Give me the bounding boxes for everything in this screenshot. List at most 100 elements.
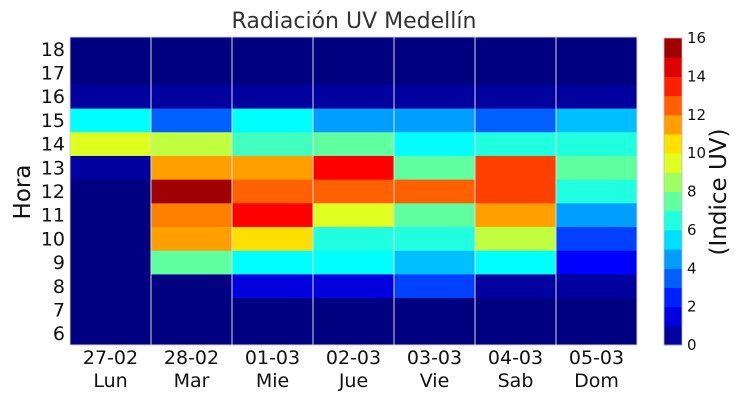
- heatmap-cell: [313, 84, 395, 109]
- x-tick-day: Dom: [574, 370, 619, 392]
- y-tick-label: 14: [41, 134, 65, 156]
- heatmap-cell: [394, 250, 476, 275]
- heatmap-cell: [313, 155, 395, 180]
- heatmap-cell: [151, 297, 233, 322]
- heatmap-cell: [151, 60, 233, 85]
- plot-frame: [69, 36, 638, 346]
- y-tick-label: 11: [41, 205, 65, 227]
- heatmap-cells: [70, 37, 638, 346]
- heatmap-cell: [556, 108, 638, 133]
- heatmap-cell: [70, 202, 152, 228]
- heatmap-cell: [313, 108, 395, 133]
- colorbar-segment: [664, 114, 682, 135]
- heatmap-cell: [556, 226, 638, 251]
- heatmap-cell: [313, 131, 395, 156]
- colorbar-tick-label: 12: [687, 106, 706, 124]
- colorbar-segment: [664, 191, 682, 212]
- heatmap-cell: [394, 84, 476, 109]
- heatmap-cell: [232, 250, 314, 275]
- heatmap-cell: [394, 202, 476, 228]
- x-tick-date: 01-03: [245, 347, 300, 369]
- colorbar-segment: [664, 153, 682, 173]
- x-tick-day: Sab: [498, 370, 534, 392]
- heatmap-cell: [151, 226, 233, 251]
- colorbar-segment: [664, 268, 682, 288]
- heatmap-cell: [151, 250, 233, 275]
- colorbar-frame: [663, 37, 683, 346]
- heatmap-cell: [232, 131, 314, 156]
- colorbar-tick-label: 2: [687, 298, 697, 316]
- colorbar-segment: [664, 210, 682, 231]
- heatmap-cell: [151, 273, 233, 299]
- colorbar-tick-label: 4: [687, 259, 697, 277]
- y-tick-label: 15: [41, 110, 65, 132]
- heatmap-cell: [70, 297, 152, 322]
- colorbar-tick-label: 8: [687, 183, 697, 201]
- heatmap-cell: [556, 202, 638, 228]
- heatmap-cell: [232, 155, 314, 180]
- colorbar-tick-label: 14: [687, 67, 706, 85]
- y-tick-label: 8: [53, 276, 65, 298]
- heatmap-cell: [394, 179, 476, 204]
- heatmap-cell: [556, 321, 638, 346]
- heatmap-cell: [70, 60, 152, 85]
- heatmap-cell: [394, 226, 476, 251]
- colorbar-segment: [664, 38, 682, 58]
- colorbar-segment: [664, 57, 682, 77]
- heatmap-cell: [556, 297, 638, 322]
- heatmap-cell: [151, 202, 233, 228]
- heatmap-cell: [232, 273, 314, 299]
- x-tick-day: Vie: [420, 370, 450, 392]
- x-tick-day: Jue: [338, 370, 368, 392]
- heatmap-cell: [475, 108, 557, 133]
- heatmap-cell: [232, 37, 314, 62]
- heatmap-cell: [232, 297, 314, 322]
- x-tick-date: 03-03: [407, 347, 462, 369]
- heatmap-cell: [70, 179, 152, 204]
- heatmap-cell: [232, 60, 314, 85]
- heatmap-cell: [556, 84, 638, 109]
- y-tick-label: 7: [53, 299, 65, 321]
- y-tick-label: 6: [53, 323, 65, 345]
- colorbar-segment: [664, 172, 682, 192]
- heatmap-cell: [475, 60, 557, 85]
- x-tick-date: 02-03: [326, 347, 381, 369]
- heatmap-cell: [394, 321, 476, 346]
- heatmap-cell: [475, 226, 557, 251]
- chart-title: Radiación UV Medellín: [232, 9, 477, 34]
- colorbar-tick-label: 0: [687, 336, 697, 354]
- x-tick-date: 04-03: [488, 347, 543, 369]
- heatmap-cell: [151, 179, 233, 204]
- y-tick-label: 9: [53, 252, 65, 274]
- y-tick-label: 18: [41, 39, 65, 61]
- heatmap-cell: [313, 202, 395, 228]
- heatmap-cell: [313, 60, 395, 85]
- x-tick-date: 28-02: [164, 347, 219, 369]
- heatmap-cell: [70, 84, 152, 109]
- heatmap-cell: [232, 321, 314, 346]
- heatmap-cell: [475, 202, 557, 228]
- heatmap-cell: [313, 321, 395, 346]
- gridlines: [150, 37, 557, 345]
- heatmap-cell: [475, 273, 557, 299]
- heatmap-cell: [232, 179, 314, 204]
- x-tick-day: Mie: [256, 370, 289, 392]
- colorbar-segment: [664, 325, 682, 346]
- heatmap-cell: [475, 84, 557, 109]
- colorbar-tick-label: 6: [687, 221, 697, 239]
- colorbar-segment: [664, 76, 682, 97]
- heatmap-cell: [151, 155, 233, 180]
- y-tick-label: 13: [41, 157, 65, 179]
- heatmap-cell: [151, 131, 233, 156]
- colorbar-segment: [664, 133, 682, 154]
- x-tick-date: 27-02: [83, 347, 138, 369]
- heatmap-cell: [70, 321, 152, 346]
- colorbar-tick-label: 16: [687, 29, 706, 47]
- heatmap-cell: [475, 297, 557, 322]
- heatmap-cell: [70, 226, 152, 251]
- heatmap-cell: [475, 155, 557, 180]
- heatmap-cell: [151, 321, 233, 346]
